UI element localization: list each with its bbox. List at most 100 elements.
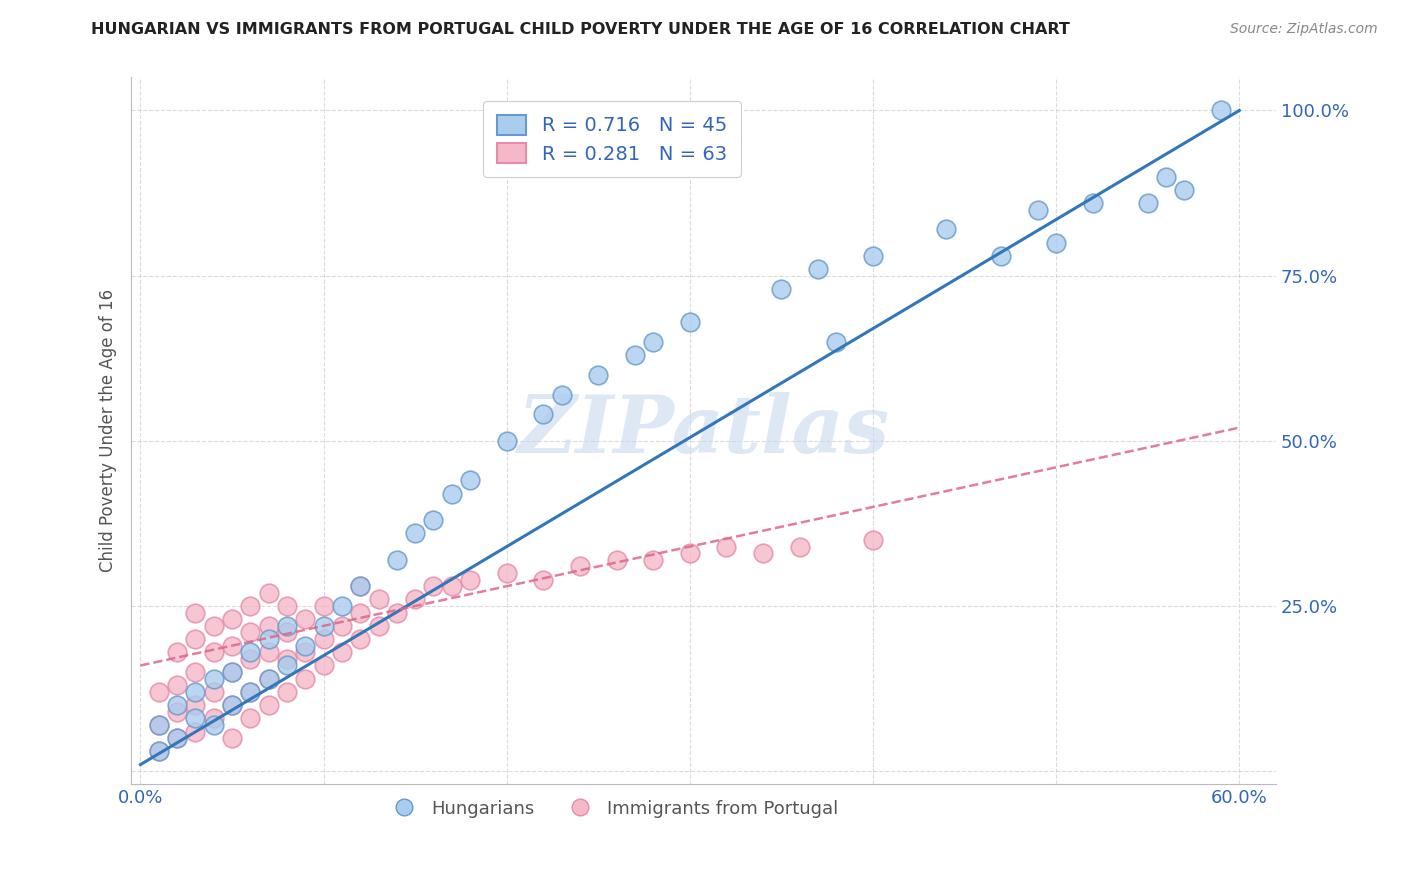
Point	[184, 711, 207, 725]
Point	[148, 718, 170, 732]
Point	[202, 672, 225, 686]
Point	[825, 334, 848, 349]
Point	[312, 619, 335, 633]
Point	[166, 705, 188, 719]
Y-axis label: Child Poverty Under the Age of 16: Child Poverty Under the Age of 16	[100, 289, 117, 573]
Point	[184, 606, 207, 620]
Point	[349, 606, 371, 620]
Point	[385, 553, 408, 567]
Point	[349, 632, 371, 646]
Point	[166, 698, 188, 713]
Point	[404, 592, 426, 607]
Point	[422, 513, 444, 527]
Point	[440, 486, 463, 500]
Point	[294, 672, 316, 686]
Point	[148, 744, 170, 758]
Point	[935, 222, 957, 236]
Point	[458, 474, 481, 488]
Point	[202, 619, 225, 633]
Point	[330, 645, 353, 659]
Point	[1081, 196, 1104, 211]
Point	[148, 685, 170, 699]
Point	[276, 685, 298, 699]
Point	[221, 639, 243, 653]
Point	[550, 387, 572, 401]
Point	[257, 586, 280, 600]
Point	[1209, 103, 1232, 118]
Point	[202, 685, 225, 699]
Point	[221, 731, 243, 746]
Point	[312, 599, 335, 613]
Point	[239, 685, 262, 699]
Point	[312, 632, 335, 646]
Point	[221, 698, 243, 713]
Point	[239, 625, 262, 640]
Point	[276, 599, 298, 613]
Point	[148, 744, 170, 758]
Point	[257, 672, 280, 686]
Point	[257, 672, 280, 686]
Point	[1026, 202, 1049, 217]
Point	[789, 540, 811, 554]
Point	[276, 625, 298, 640]
Point	[385, 606, 408, 620]
Text: ZIPatlas: ZIPatlas	[517, 392, 890, 470]
Point	[184, 665, 207, 679]
Point	[276, 619, 298, 633]
Point	[257, 698, 280, 713]
Point	[807, 262, 830, 277]
Point	[257, 619, 280, 633]
Point	[862, 533, 884, 547]
Point	[239, 685, 262, 699]
Point	[624, 348, 647, 362]
Point	[184, 685, 207, 699]
Point	[166, 731, 188, 746]
Point	[862, 249, 884, 263]
Point	[495, 434, 517, 448]
Point	[679, 546, 702, 560]
Point	[184, 632, 207, 646]
Point	[184, 724, 207, 739]
Point	[221, 612, 243, 626]
Point	[752, 546, 775, 560]
Text: HUNGARIAN VS IMMIGRANTS FROM PORTUGAL CHILD POVERTY UNDER THE AGE OF 16 CORRELAT: HUNGARIAN VS IMMIGRANTS FROM PORTUGAL CH…	[91, 22, 1070, 37]
Point	[166, 678, 188, 692]
Point	[330, 619, 353, 633]
Point	[1173, 183, 1195, 197]
Point	[495, 566, 517, 580]
Point	[990, 249, 1012, 263]
Point	[239, 711, 262, 725]
Point	[643, 553, 665, 567]
Point	[531, 573, 554, 587]
Point	[202, 718, 225, 732]
Point	[716, 540, 738, 554]
Point	[458, 573, 481, 587]
Point	[221, 698, 243, 713]
Point	[349, 579, 371, 593]
Point	[276, 658, 298, 673]
Point	[294, 612, 316, 626]
Point	[1045, 235, 1067, 250]
Point	[202, 645, 225, 659]
Point	[257, 632, 280, 646]
Point	[367, 619, 389, 633]
Point	[294, 645, 316, 659]
Point	[276, 652, 298, 666]
Point	[257, 645, 280, 659]
Point	[643, 334, 665, 349]
Point	[221, 665, 243, 679]
Point	[770, 282, 793, 296]
Point	[1136, 196, 1159, 211]
Point	[422, 579, 444, 593]
Point	[404, 526, 426, 541]
Point	[606, 553, 628, 567]
Point	[679, 315, 702, 329]
Point	[166, 731, 188, 746]
Point	[349, 579, 371, 593]
Point	[569, 559, 592, 574]
Point	[239, 599, 262, 613]
Point	[239, 645, 262, 659]
Legend: Hungarians, Immigrants from Portugal: Hungarians, Immigrants from Portugal	[378, 792, 845, 825]
Point	[330, 599, 353, 613]
Point	[202, 711, 225, 725]
